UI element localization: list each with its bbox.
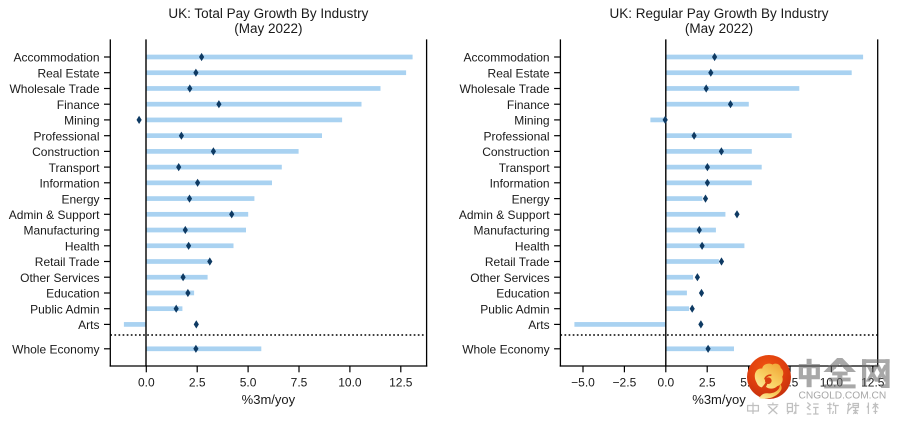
svg-text:Construction: Construction xyxy=(482,145,549,159)
svg-text:7.5: 7.5 xyxy=(291,375,308,389)
svg-text:%3m/yoy: %3m/yoy xyxy=(242,392,296,407)
svg-text:UK: Regular Pay Growth By Indu: UK: Regular Pay Growth By Industry xyxy=(609,6,828,21)
svg-text:Mining: Mining xyxy=(514,114,549,128)
svg-text:Health: Health xyxy=(515,240,550,254)
svg-text:Education: Education xyxy=(46,287,99,301)
svg-text:Real Estate: Real Estate xyxy=(37,66,99,80)
svg-text:Health: Health xyxy=(65,240,100,254)
svg-text:Transport: Transport xyxy=(49,161,101,175)
svg-text:Accommodation: Accommodation xyxy=(13,51,99,65)
svg-text:2.5: 2.5 xyxy=(699,375,716,389)
svg-text:−5.0: −5.0 xyxy=(571,375,595,389)
svg-text:0.0: 0.0 xyxy=(657,375,674,389)
svg-text:(May 2022): (May 2022) xyxy=(685,21,753,36)
svg-text:Admin & Support: Admin & Support xyxy=(459,208,550,222)
svg-text:Whole Economy: Whole Economy xyxy=(12,343,99,357)
svg-text:Mining: Mining xyxy=(64,114,99,128)
svg-text:Transport: Transport xyxy=(499,161,551,175)
svg-text:Admin & Support: Admin & Support xyxy=(9,208,100,222)
svg-text:Information: Information xyxy=(490,177,550,191)
svg-text:Public Admin: Public Admin xyxy=(480,302,549,316)
svg-text:Manufacturing: Manufacturing xyxy=(474,224,550,238)
svg-text:12.5: 12.5 xyxy=(389,375,413,389)
svg-text:Public Admin: Public Admin xyxy=(30,302,99,316)
svg-text:Energy: Energy xyxy=(61,192,99,206)
svg-text:Energy: Energy xyxy=(512,192,550,206)
svg-text:Professional: Professional xyxy=(484,129,550,143)
svg-text:UK: Total Pay Growth By Indust: UK: Total Pay Growth By Industry xyxy=(168,6,368,21)
svg-text:Manufacturing: Manufacturing xyxy=(23,224,99,238)
svg-text:10.0: 10.0 xyxy=(338,375,362,389)
svg-text:Arts: Arts xyxy=(78,318,99,332)
svg-text:Construction: Construction xyxy=(32,145,99,159)
svg-text:(May 2022): (May 2022) xyxy=(234,21,302,36)
svg-text:Finance: Finance xyxy=(507,98,550,112)
svg-text:Finance: Finance xyxy=(57,98,100,112)
svg-text:Retail Trade: Retail Trade xyxy=(485,255,550,269)
svg-text:Retail Trade: Retail Trade xyxy=(35,255,100,269)
svg-text:Other Services: Other Services xyxy=(20,271,99,285)
svg-text:−2.5: −2.5 xyxy=(613,375,637,389)
svg-text:Whole Economy: Whole Economy xyxy=(462,343,549,357)
svg-text:Professional: Professional xyxy=(33,129,99,143)
svg-text:0.0: 0.0 xyxy=(138,375,155,389)
svg-text:Wholesale Trade: Wholesale Trade xyxy=(460,82,550,96)
svg-text:5.0: 5.0 xyxy=(240,375,257,389)
svg-text:Other Services: Other Services xyxy=(470,271,549,285)
svg-text:Arts: Arts xyxy=(528,318,549,332)
svg-text:%3m/yoy: %3m/yoy xyxy=(692,392,746,407)
svg-text:2.5: 2.5 xyxy=(189,375,206,389)
svg-text:Real Estate: Real Estate xyxy=(488,66,550,80)
svg-text:Education: Education xyxy=(496,287,549,301)
svg-text:Information: Information xyxy=(39,177,99,191)
svg-text:Accommodation: Accommodation xyxy=(464,51,550,65)
svg-text:Wholesale Trade: Wholesale Trade xyxy=(9,82,99,96)
svg-text:CNGOLD.COM.CN: CNGOLD.COM.CN xyxy=(799,390,887,401)
